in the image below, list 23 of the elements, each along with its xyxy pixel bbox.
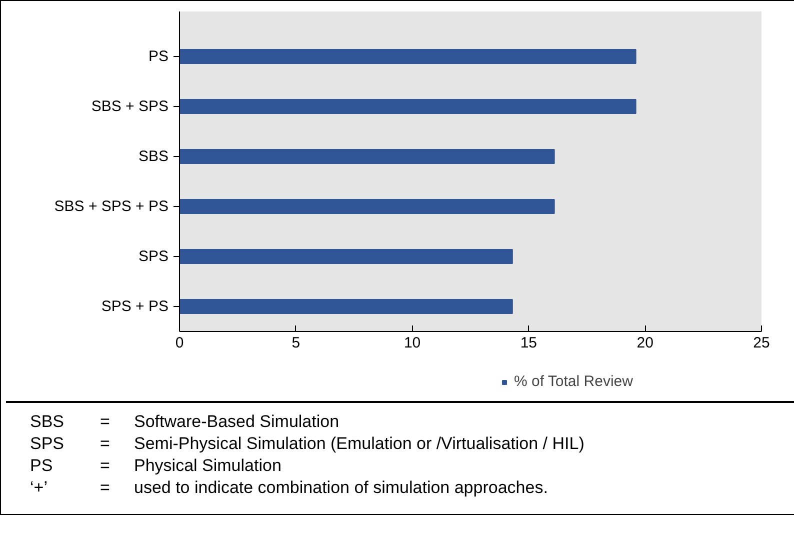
x-tick-label: 5: [292, 334, 300, 352]
text: SBS = Software-Based Simulation: [30, 412, 340, 431]
y-tick-label: SBS + SPS: [91, 98, 168, 115]
text: PS = Physical Simulation: [30, 456, 282, 475]
x-tick-label: 15: [520, 334, 538, 352]
text: SPS = Semi-Physical Simulation (Emulation or /Virtualisation / HIL): [30, 434, 584, 453]
bar: [180, 149, 555, 164]
y-tick-label: SBS: [138, 148, 168, 165]
y-tick-label: SBS + SPS + PS: [54, 198, 169, 215]
text: ‘+’ = used to indicate combination of simulation approaches.: [30, 478, 548, 497]
bar: [180, 49, 636, 64]
x-tick-label: 20: [636, 334, 654, 352]
x-tick-label: 10: [404, 334, 421, 352]
y-tick-label: PS: [148, 48, 169, 65]
legend-label: % of Total Review: [514, 373, 633, 390]
bar: [180, 299, 513, 314]
bar: [180, 249, 513, 264]
y-tick-label: SPS: [138, 248, 168, 265]
x-tick-label: 0: [175, 334, 184, 352]
x-tick-label: 25: [753, 334, 770, 352]
bar: [180, 99, 636, 114]
y-tick-label: SPS + PS: [101, 298, 169, 315]
bar: [180, 199, 555, 214]
